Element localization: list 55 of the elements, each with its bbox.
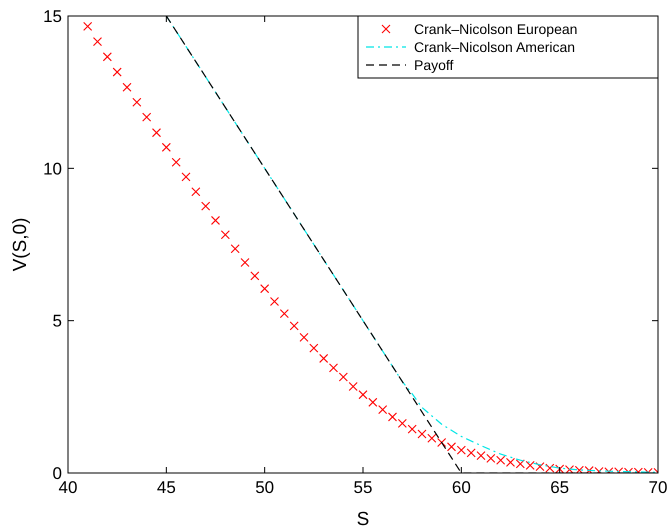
x-tick-label: 65	[550, 478, 570, 497]
point	[112, 68, 122, 77]
point	[132, 98, 142, 107]
point	[122, 82, 132, 92]
x-tick-label: 60	[452, 478, 471, 497]
point	[328, 363, 338, 372]
legend-label: Payoff	[414, 57, 454, 73]
point	[230, 244, 240, 254]
y-axis-title: V(S,0)	[10, 218, 31, 272]
point	[240, 258, 250, 268]
point	[319, 354, 328, 363]
point	[172, 158, 181, 167]
point	[102, 52, 112, 62]
point	[299, 332, 309, 342]
point	[437, 438, 446, 448]
point	[210, 216, 220, 225]
point	[191, 187, 200, 196]
legend-label: Crank–Nicolson European	[414, 21, 578, 37]
point	[220, 230, 230, 240]
point	[398, 418, 407, 428]
point	[92, 37, 102, 46]
point	[338, 372, 348, 382]
point	[378, 405, 388, 414]
point	[476, 451, 486, 460]
legend-label: Crank–Nicolson American	[414, 39, 576, 55]
point	[290, 321, 299, 330]
point	[348, 382, 358, 392]
point	[388, 412, 398, 422]
point	[309, 344, 318, 353]
x-tick-label: 55	[354, 478, 372, 497]
point	[408, 424, 417, 434]
x-axis-title: S	[356, 509, 370, 530]
point	[417, 429, 427, 439]
point	[358, 390, 368, 400]
x-tick-label: 70	[648, 478, 668, 497]
y-tick-label: 10	[43, 159, 62, 178]
x-tick-label: 50	[255, 478, 274, 497]
point	[280, 309, 289, 318]
point	[181, 172, 191, 182]
y-tick-label: 5	[52, 312, 62, 331]
point	[270, 296, 280, 306]
point	[250, 271, 260, 280]
point	[83, 22, 92, 31]
y-tick-label: 15	[43, 7, 62, 26]
point	[446, 442, 456, 452]
point	[456, 446, 466, 455]
point	[427, 434, 436, 443]
x-tick-label: 45	[156, 478, 176, 497]
point	[142, 112, 152, 122]
point	[368, 398, 378, 407]
point	[162, 142, 171, 152]
point	[201, 202, 210, 211]
point	[152, 128, 162, 138]
point	[260, 284, 270, 294]
point	[466, 448, 476, 458]
